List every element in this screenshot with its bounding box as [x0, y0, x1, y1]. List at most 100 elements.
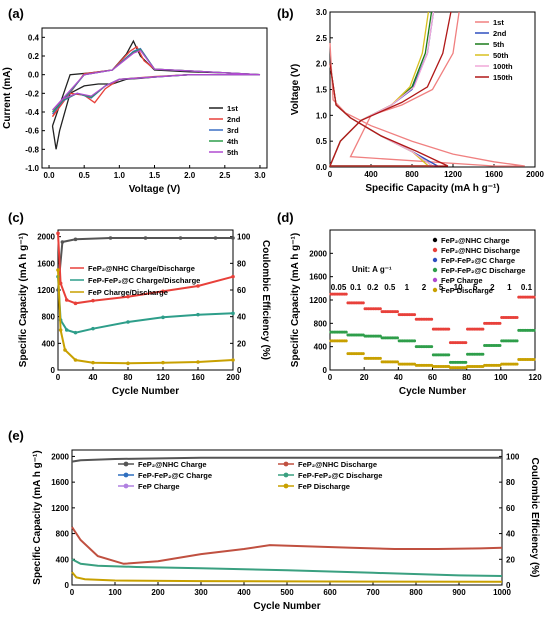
y-right-tick-label: 0 [506, 581, 511, 590]
long-cycle-line-1 [71, 526, 503, 565]
x-tick-label: 100 [494, 373, 508, 382]
legend-label: 4th [227, 137, 239, 146]
rate-label: 5 [473, 283, 478, 292]
y-tick-label: 2000 [309, 249, 327, 258]
y-right-tick-label: 80 [237, 259, 246, 268]
y-tick-label: 800 [42, 313, 56, 322]
long-cycle-line-3 [71, 571, 503, 583]
legend-label: 150th [493, 73, 513, 82]
rate-point [344, 330, 348, 334]
x-tick-label: 600 [323, 588, 337, 597]
rate-point [498, 344, 502, 347]
x-axis-label: Specific Capacity (mA h g⁻¹) [365, 183, 499, 194]
y-axis-label: Current (mA) [2, 67, 13, 129]
rate-point [532, 295, 536, 299]
rate-label: 10 [454, 283, 463, 292]
rate-point [515, 362, 519, 366]
y-tick-label: 800 [56, 530, 70, 539]
x-tick-label: 200 [151, 588, 165, 597]
y-tick-label: 1600 [37, 259, 55, 268]
panel-a-label: (a) [8, 6, 24, 21]
legend-label: FeP-FeP₂@C Charge/Discharge [88, 276, 200, 285]
x-axis-label: Cycle Number [112, 386, 179, 397]
data-point [196, 284, 200, 288]
data-point [60, 240, 65, 244]
y-right-tick-label: 60 [237, 286, 246, 295]
rate-point [464, 360, 468, 364]
rate-label: 5 [439, 283, 444, 292]
x-tick-label: 120 [156, 373, 170, 382]
plot-frame [41, 27, 268, 169]
y-tick-label: 1.0 [316, 111, 328, 120]
data-point [73, 237, 78, 242]
legend-label: 3rd [227, 126, 239, 135]
x-axis-label: Cycle Number [399, 386, 466, 397]
legend-label: FeP₂@NHC Charge [441, 236, 510, 245]
legend-marker [432, 257, 438, 263]
rate-point [532, 358, 536, 361]
data-point [73, 358, 78, 362]
y-tick-label: 400 [314, 343, 328, 352]
legend-marker [432, 277, 438, 283]
legend-label: FeP₂@NHC Charge/Discharge [88, 264, 195, 273]
legend-label: FeP-FeP₂@C Discharge [298, 471, 382, 480]
legend-label: 50th [493, 51, 509, 60]
y-tick-label: -0.6 [25, 127, 39, 136]
rate-label: 0.1 [350, 283, 362, 292]
panel-0: 0.0 0.5 1.0 1.5 2.0 2.5 3.0 -1.0 -0.8 -0.6 -0.4 -0.… [2, 27, 268, 195]
data-point [231, 358, 235, 362]
x-tick-label: 800 [405, 170, 419, 179]
x-tick-label: 1200 [444, 170, 462, 179]
cycle-line-0 [57, 237, 233, 291]
unit-annotation: Unit: A g⁻¹ [352, 265, 392, 274]
data-point [196, 360, 200, 364]
y-tick-label: 400 [42, 339, 56, 348]
x-tick-label: 800 [409, 588, 423, 597]
x-tick-label: 500 [280, 588, 294, 597]
legend-marker [123, 472, 129, 478]
x-tick-label: 3.0 [254, 171, 266, 180]
legend-label: FeP Charge/Discharge [88, 288, 168, 297]
y-tick-label: 2000 [37, 233, 55, 242]
x-tick-label: 40 [394, 373, 403, 382]
legend-label: 5th [227, 148, 239, 157]
data-point [56, 268, 60, 272]
data-point [56, 231, 60, 236]
y-right-tick-label: 40 [506, 530, 515, 539]
data-point [126, 361, 130, 366]
data-point [73, 330, 78, 335]
legend-label: 1st [227, 104, 238, 113]
rate-point [361, 352, 365, 356]
y-tick-label: 0.4 [28, 33, 40, 42]
legend-label: FeP-FeP₂@C Charge [138, 471, 212, 480]
rate-point [515, 339, 519, 343]
rate-point [344, 339, 348, 343]
gcd-line-1st [329, 11, 525, 167]
rate-point [395, 360, 399, 364]
y-tick-label: 0 [65, 581, 70, 590]
rate-point [378, 356, 382, 360]
legend-label: 100th [493, 62, 513, 71]
panel-e-label: (e) [8, 428, 24, 443]
cv-line-4th [52, 48, 261, 113]
x-tick-label: 900 [452, 588, 466, 597]
x-tick-label: 20 [360, 373, 369, 382]
x-axis-label: Voltage (V) [129, 184, 180, 195]
data-point [58, 328, 63, 332]
rate-point [395, 310, 399, 314]
y-right-axis-label: Coulombic Efficiency (%) [529, 457, 540, 577]
x-tick-label: 0 [70, 588, 75, 597]
data-point [231, 311, 235, 316]
data-point [196, 312, 200, 317]
rate-point [447, 327, 451, 331]
rate-point [395, 336, 399, 340]
y-tick-label: 1.5 [316, 86, 328, 95]
panel-c-label: (c) [8, 210, 24, 225]
y-axis-label: Specific Capacity (mA h g⁻¹) [32, 450, 43, 584]
y-right-tick-label: 20 [237, 339, 246, 348]
data-point [126, 294, 130, 299]
data-point [161, 315, 165, 320]
legend-label: 2nd [227, 115, 241, 124]
legend-label: FeP Charge [138, 482, 180, 491]
x-tick-label: 100 [108, 588, 122, 597]
